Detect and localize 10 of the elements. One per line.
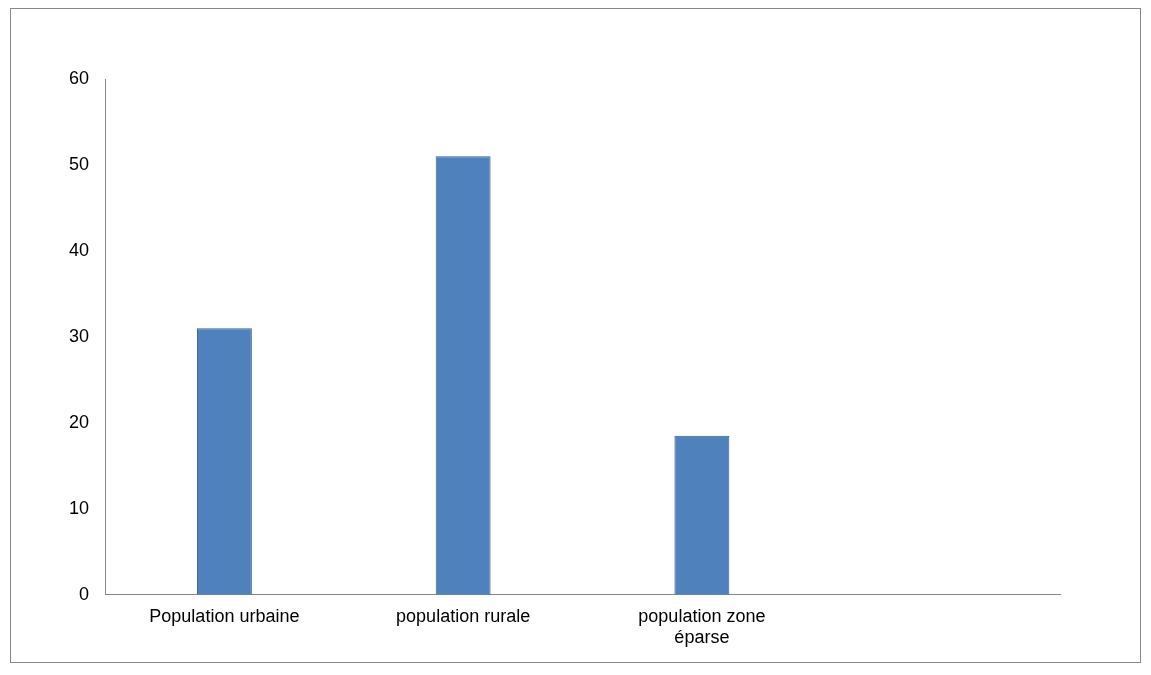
y-tick-label: 20 <box>68 411 90 432</box>
y-tick-label: 0 <box>79 583 90 604</box>
y-tick-label: 10 <box>68 497 90 518</box>
y-tick-label: 40 <box>68 239 90 260</box>
y-tick-label: 50 <box>68 153 90 174</box>
x-tick-label: population zone éparse <box>638 605 766 648</box>
y-tick-label: 60 <box>68 67 90 88</box>
x-tick-label: Population urbaine <box>149 605 300 626</box>
y-tick-label: 30 <box>68 325 90 346</box>
x-tick-label: population rurale <box>396 605 531 626</box>
